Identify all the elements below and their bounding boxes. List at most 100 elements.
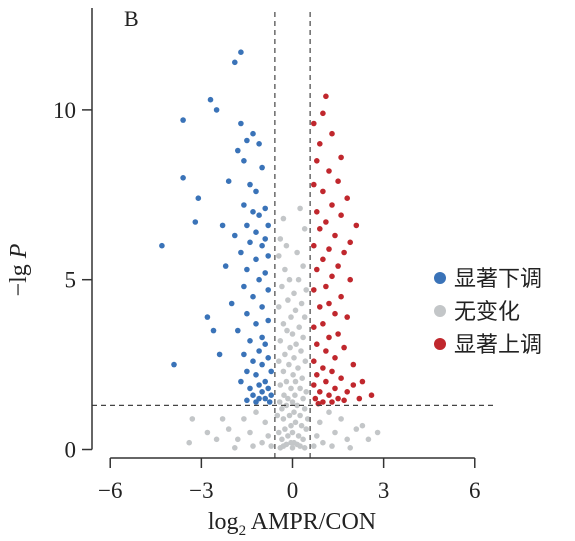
up-point bbox=[326, 168, 332, 174]
up-point bbox=[329, 273, 335, 280]
down-point bbox=[265, 253, 272, 259]
nochange-point bbox=[285, 395, 291, 402]
nochange-point bbox=[344, 436, 351, 443]
down-point bbox=[235, 147, 241, 154]
down-point bbox=[235, 327, 241, 334]
nochange-point bbox=[299, 375, 306, 382]
down-point bbox=[228, 300, 235, 307]
up-point bbox=[350, 361, 357, 368]
y-axis-title: −lg P bbox=[6, 243, 32, 296]
nochange-point bbox=[289, 331, 296, 337]
down-point bbox=[262, 270, 269, 276]
nochange-point bbox=[338, 416, 344, 422]
nochange-point bbox=[281, 392, 287, 399]
up-point bbox=[347, 239, 354, 246]
up-point bbox=[320, 110, 326, 117]
nochange-point bbox=[301, 226, 308, 232]
nochange-point bbox=[347, 445, 354, 451]
up-point bbox=[311, 242, 317, 249]
nochange-point bbox=[303, 389, 310, 395]
up-point bbox=[320, 188, 326, 195]
nochange-point bbox=[282, 266, 288, 273]
up-point bbox=[332, 385, 338, 392]
nochange-point bbox=[288, 314, 294, 320]
up-point bbox=[311, 382, 317, 388]
down-point bbox=[253, 229, 259, 235]
up-point bbox=[338, 154, 344, 161]
nochange-point bbox=[186, 439, 192, 446]
nochange-point bbox=[277, 382, 284, 388]
panel-label: B bbox=[124, 6, 139, 31]
legend-label: 显著上调 bbox=[454, 333, 542, 358]
nochange-point bbox=[280, 215, 287, 222]
up-point bbox=[356, 395, 363, 402]
down-point bbox=[180, 175, 186, 181]
up-point bbox=[332, 355, 338, 361]
up-point bbox=[332, 310, 338, 317]
up-point bbox=[320, 256, 326, 263]
up-point bbox=[311, 181, 317, 188]
down-point bbox=[244, 222, 250, 229]
up-point bbox=[344, 389, 351, 395]
down-point bbox=[247, 385, 253, 392]
nochange-point bbox=[235, 436, 241, 443]
legend-swatch bbox=[434, 305, 446, 317]
x-ticks: −6 −3 0 3 6 bbox=[98, 458, 481, 503]
nochange-point bbox=[276, 429, 282, 436]
y-ticks: 0 5 10 bbox=[53, 98, 92, 463]
down-point bbox=[253, 188, 259, 195]
nochange-point bbox=[297, 385, 303, 392]
nochange-point bbox=[290, 372, 296, 378]
up-point bbox=[317, 226, 323, 232]
nochange-point bbox=[317, 419, 323, 426]
x-axis-title-subscript: 2 bbox=[239, 523, 247, 539]
nochange-point bbox=[292, 392, 298, 399]
nochange-point bbox=[302, 358, 309, 365]
down-point bbox=[241, 283, 247, 290]
nochange-point bbox=[282, 426, 288, 432]
down-point bbox=[247, 239, 253, 246]
up-point bbox=[314, 158, 320, 164]
nochange-point bbox=[280, 368, 287, 375]
up-point bbox=[329, 202, 335, 208]
down-point bbox=[259, 242, 265, 249]
nochange-point bbox=[276, 304, 282, 310]
down-point bbox=[241, 158, 247, 164]
down-point bbox=[250, 392, 256, 399]
nochange-point bbox=[283, 402, 290, 409]
down-point bbox=[222, 263, 229, 269]
down-point bbox=[265, 355, 272, 361]
legend-label: 显著下调 bbox=[454, 267, 542, 292]
up-point bbox=[341, 249, 347, 256]
up-point bbox=[323, 93, 329, 100]
nochange-point bbox=[297, 205, 303, 212]
nochange-point bbox=[241, 416, 247, 422]
down-point bbox=[192, 219, 199, 225]
up-point bbox=[320, 365, 326, 371]
up-point bbox=[314, 341, 320, 348]
nochange-point bbox=[365, 436, 372, 443]
nochange-point bbox=[297, 443, 303, 449]
nochange-point bbox=[332, 429, 338, 436]
nochange-point bbox=[289, 445, 296, 451]
nochange-point bbox=[279, 406, 285, 412]
x-axis: −6 −3 0 3 6 bbox=[98, 457, 481, 503]
legend-swatch bbox=[434, 272, 446, 284]
x-tick-label: 6 bbox=[469, 478, 481, 503]
up-point bbox=[320, 399, 326, 405]
up-point bbox=[323, 348, 329, 354]
nochange-point bbox=[204, 429, 211, 436]
nochange-point bbox=[294, 249, 300, 256]
nochange-point bbox=[298, 422, 305, 429]
down-point bbox=[253, 399, 259, 405]
down-point bbox=[259, 164, 265, 171]
nochange-point bbox=[286, 412, 293, 419]
nochange-point bbox=[284, 327, 290, 334]
up-point bbox=[314, 372, 320, 378]
nochange-point bbox=[262, 419, 269, 426]
nochange-point bbox=[293, 341, 299, 348]
nochange-point bbox=[279, 283, 285, 290]
down-point bbox=[171, 361, 177, 368]
up-point bbox=[347, 276, 354, 283]
